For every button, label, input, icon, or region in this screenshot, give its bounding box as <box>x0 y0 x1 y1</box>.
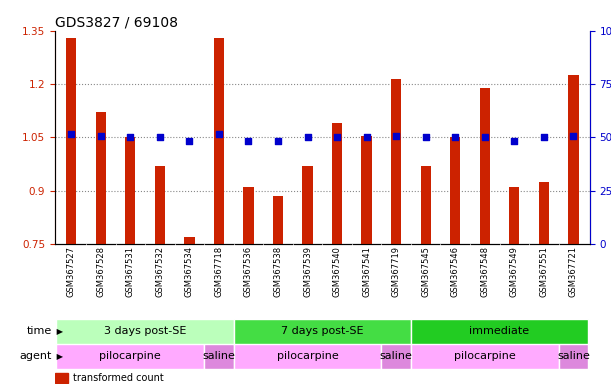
Point <box>125 134 135 140</box>
Text: saline: saline <box>557 351 590 361</box>
Bar <box>66 38 76 244</box>
Text: GSM367539: GSM367539 <box>303 246 312 297</box>
Text: GSM367532: GSM367532 <box>155 246 164 297</box>
Text: time: time <box>27 326 52 336</box>
Point <box>155 134 165 140</box>
Bar <box>55 374 68 383</box>
Bar <box>243 187 254 244</box>
Bar <box>381 344 411 369</box>
Text: pilocarpine: pilocarpine <box>454 351 516 361</box>
Text: immediate: immediate <box>469 326 530 336</box>
Bar <box>411 344 558 369</box>
Text: GSM367540: GSM367540 <box>332 246 342 297</box>
Bar <box>362 136 371 244</box>
Bar <box>391 79 401 244</box>
Text: saline: saline <box>202 351 235 361</box>
Text: GSM367545: GSM367545 <box>421 246 430 297</box>
Bar <box>56 344 204 369</box>
Point <box>273 138 283 144</box>
Text: GSM367718: GSM367718 <box>214 246 224 297</box>
Text: pilocarpine: pilocarpine <box>277 351 338 361</box>
Point <box>391 132 401 139</box>
Bar <box>450 137 461 244</box>
Bar <box>420 166 431 244</box>
Text: GSM367531: GSM367531 <box>126 246 135 297</box>
Point <box>67 131 76 137</box>
Text: GSM367534: GSM367534 <box>185 246 194 297</box>
Text: GSM367538: GSM367538 <box>274 246 282 297</box>
Point <box>214 131 224 137</box>
Point <box>510 138 519 144</box>
Text: GSM367546: GSM367546 <box>451 246 459 297</box>
Point <box>568 132 578 139</box>
Text: GSM367719: GSM367719 <box>392 246 401 297</box>
Bar <box>184 237 194 244</box>
Bar <box>125 137 136 244</box>
Point <box>539 134 549 140</box>
Bar <box>509 187 519 244</box>
Bar <box>95 113 106 244</box>
Text: GSM367548: GSM367548 <box>480 246 489 297</box>
Bar <box>56 319 233 344</box>
Bar <box>155 166 165 244</box>
Text: saline: saline <box>379 351 412 361</box>
Text: ▶: ▶ <box>54 327 63 336</box>
Point <box>302 134 312 140</box>
Bar <box>273 196 283 244</box>
Text: ▶: ▶ <box>54 352 63 361</box>
Text: GSM367536: GSM367536 <box>244 246 253 297</box>
Point <box>332 134 342 140</box>
Point <box>244 138 254 144</box>
Text: pilocarpine: pilocarpine <box>100 351 161 361</box>
Text: 7 days post-SE: 7 days post-SE <box>281 326 364 336</box>
Point <box>185 138 194 144</box>
Text: transformed count: transformed count <box>73 373 163 383</box>
Text: agent: agent <box>20 351 52 361</box>
Bar <box>204 344 233 369</box>
Bar <box>539 182 549 244</box>
Bar <box>558 344 588 369</box>
Bar <box>214 38 224 244</box>
Point <box>450 134 460 140</box>
Bar <box>332 123 342 244</box>
Text: GSM367551: GSM367551 <box>540 246 548 297</box>
Bar <box>480 88 490 244</box>
Point <box>480 134 489 140</box>
Text: GDS3827 / 69108: GDS3827 / 69108 <box>55 16 178 30</box>
Text: GSM367721: GSM367721 <box>569 246 578 297</box>
Bar <box>568 75 579 244</box>
Text: GSM367549: GSM367549 <box>510 246 519 297</box>
Point <box>362 134 371 140</box>
Text: GSM367541: GSM367541 <box>362 246 371 297</box>
Text: GSM367528: GSM367528 <box>97 246 105 297</box>
Bar <box>411 319 588 344</box>
Text: GSM367527: GSM367527 <box>67 246 76 297</box>
Bar <box>302 166 313 244</box>
Point <box>421 134 431 140</box>
Point <box>96 132 106 139</box>
Bar <box>233 319 411 344</box>
Text: 3 days post-SE: 3 days post-SE <box>104 326 186 336</box>
Bar <box>233 344 381 369</box>
